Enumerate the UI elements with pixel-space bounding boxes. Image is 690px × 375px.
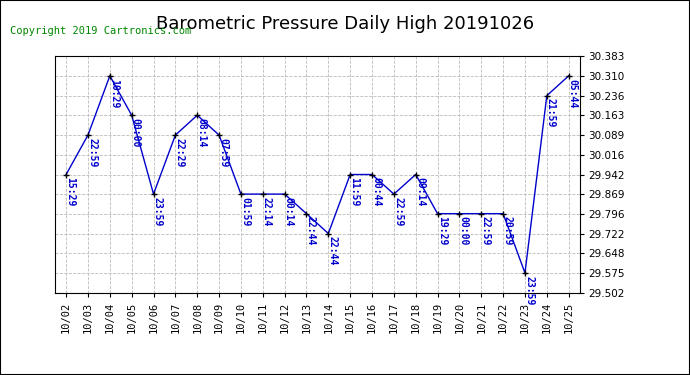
- Text: 01:59: 01:59: [240, 197, 250, 226]
- Text: 10:29: 10:29: [109, 79, 119, 108]
- Text: Pressure  (Inches/Hg): Pressure (Inches/Hg): [474, 30, 606, 40]
- Text: 22:59: 22:59: [480, 216, 491, 246]
- Text: 00:00: 00:00: [459, 216, 469, 246]
- Text: 00:14: 00:14: [284, 197, 294, 226]
- Text: 22:59: 22:59: [87, 138, 97, 167]
- Text: 00:00: 00:00: [131, 118, 141, 147]
- Text: 09:14: 09:14: [415, 177, 425, 207]
- Text: Copyright 2019 Cartronics.com: Copyright 2019 Cartronics.com: [10, 26, 192, 36]
- Text: Barometric Pressure Daily High 20191026: Barometric Pressure Daily High 20191026: [156, 15, 534, 33]
- Text: 22:14: 22:14: [262, 197, 272, 226]
- Text: 22:59: 22:59: [393, 197, 403, 226]
- Text: 19:29: 19:29: [437, 216, 446, 246]
- Text: 07:59: 07:59: [218, 138, 228, 167]
- Text: 15:29: 15:29: [66, 177, 75, 207]
- Text: 08:14: 08:14: [197, 118, 206, 147]
- Text: 20:59: 20:59: [502, 216, 512, 246]
- Text: 22:44: 22:44: [328, 236, 337, 266]
- Text: 22:44: 22:44: [306, 216, 315, 246]
- Text: 23:59: 23:59: [152, 197, 163, 226]
- Text: 22:29: 22:29: [175, 138, 184, 167]
- Text: 11:59: 11:59: [349, 177, 359, 207]
- Text: 21:59: 21:59: [546, 99, 556, 128]
- Text: 23:59: 23:59: [524, 276, 534, 305]
- Text: 00:44: 00:44: [371, 177, 381, 207]
- Text: 05:44: 05:44: [568, 79, 578, 108]
